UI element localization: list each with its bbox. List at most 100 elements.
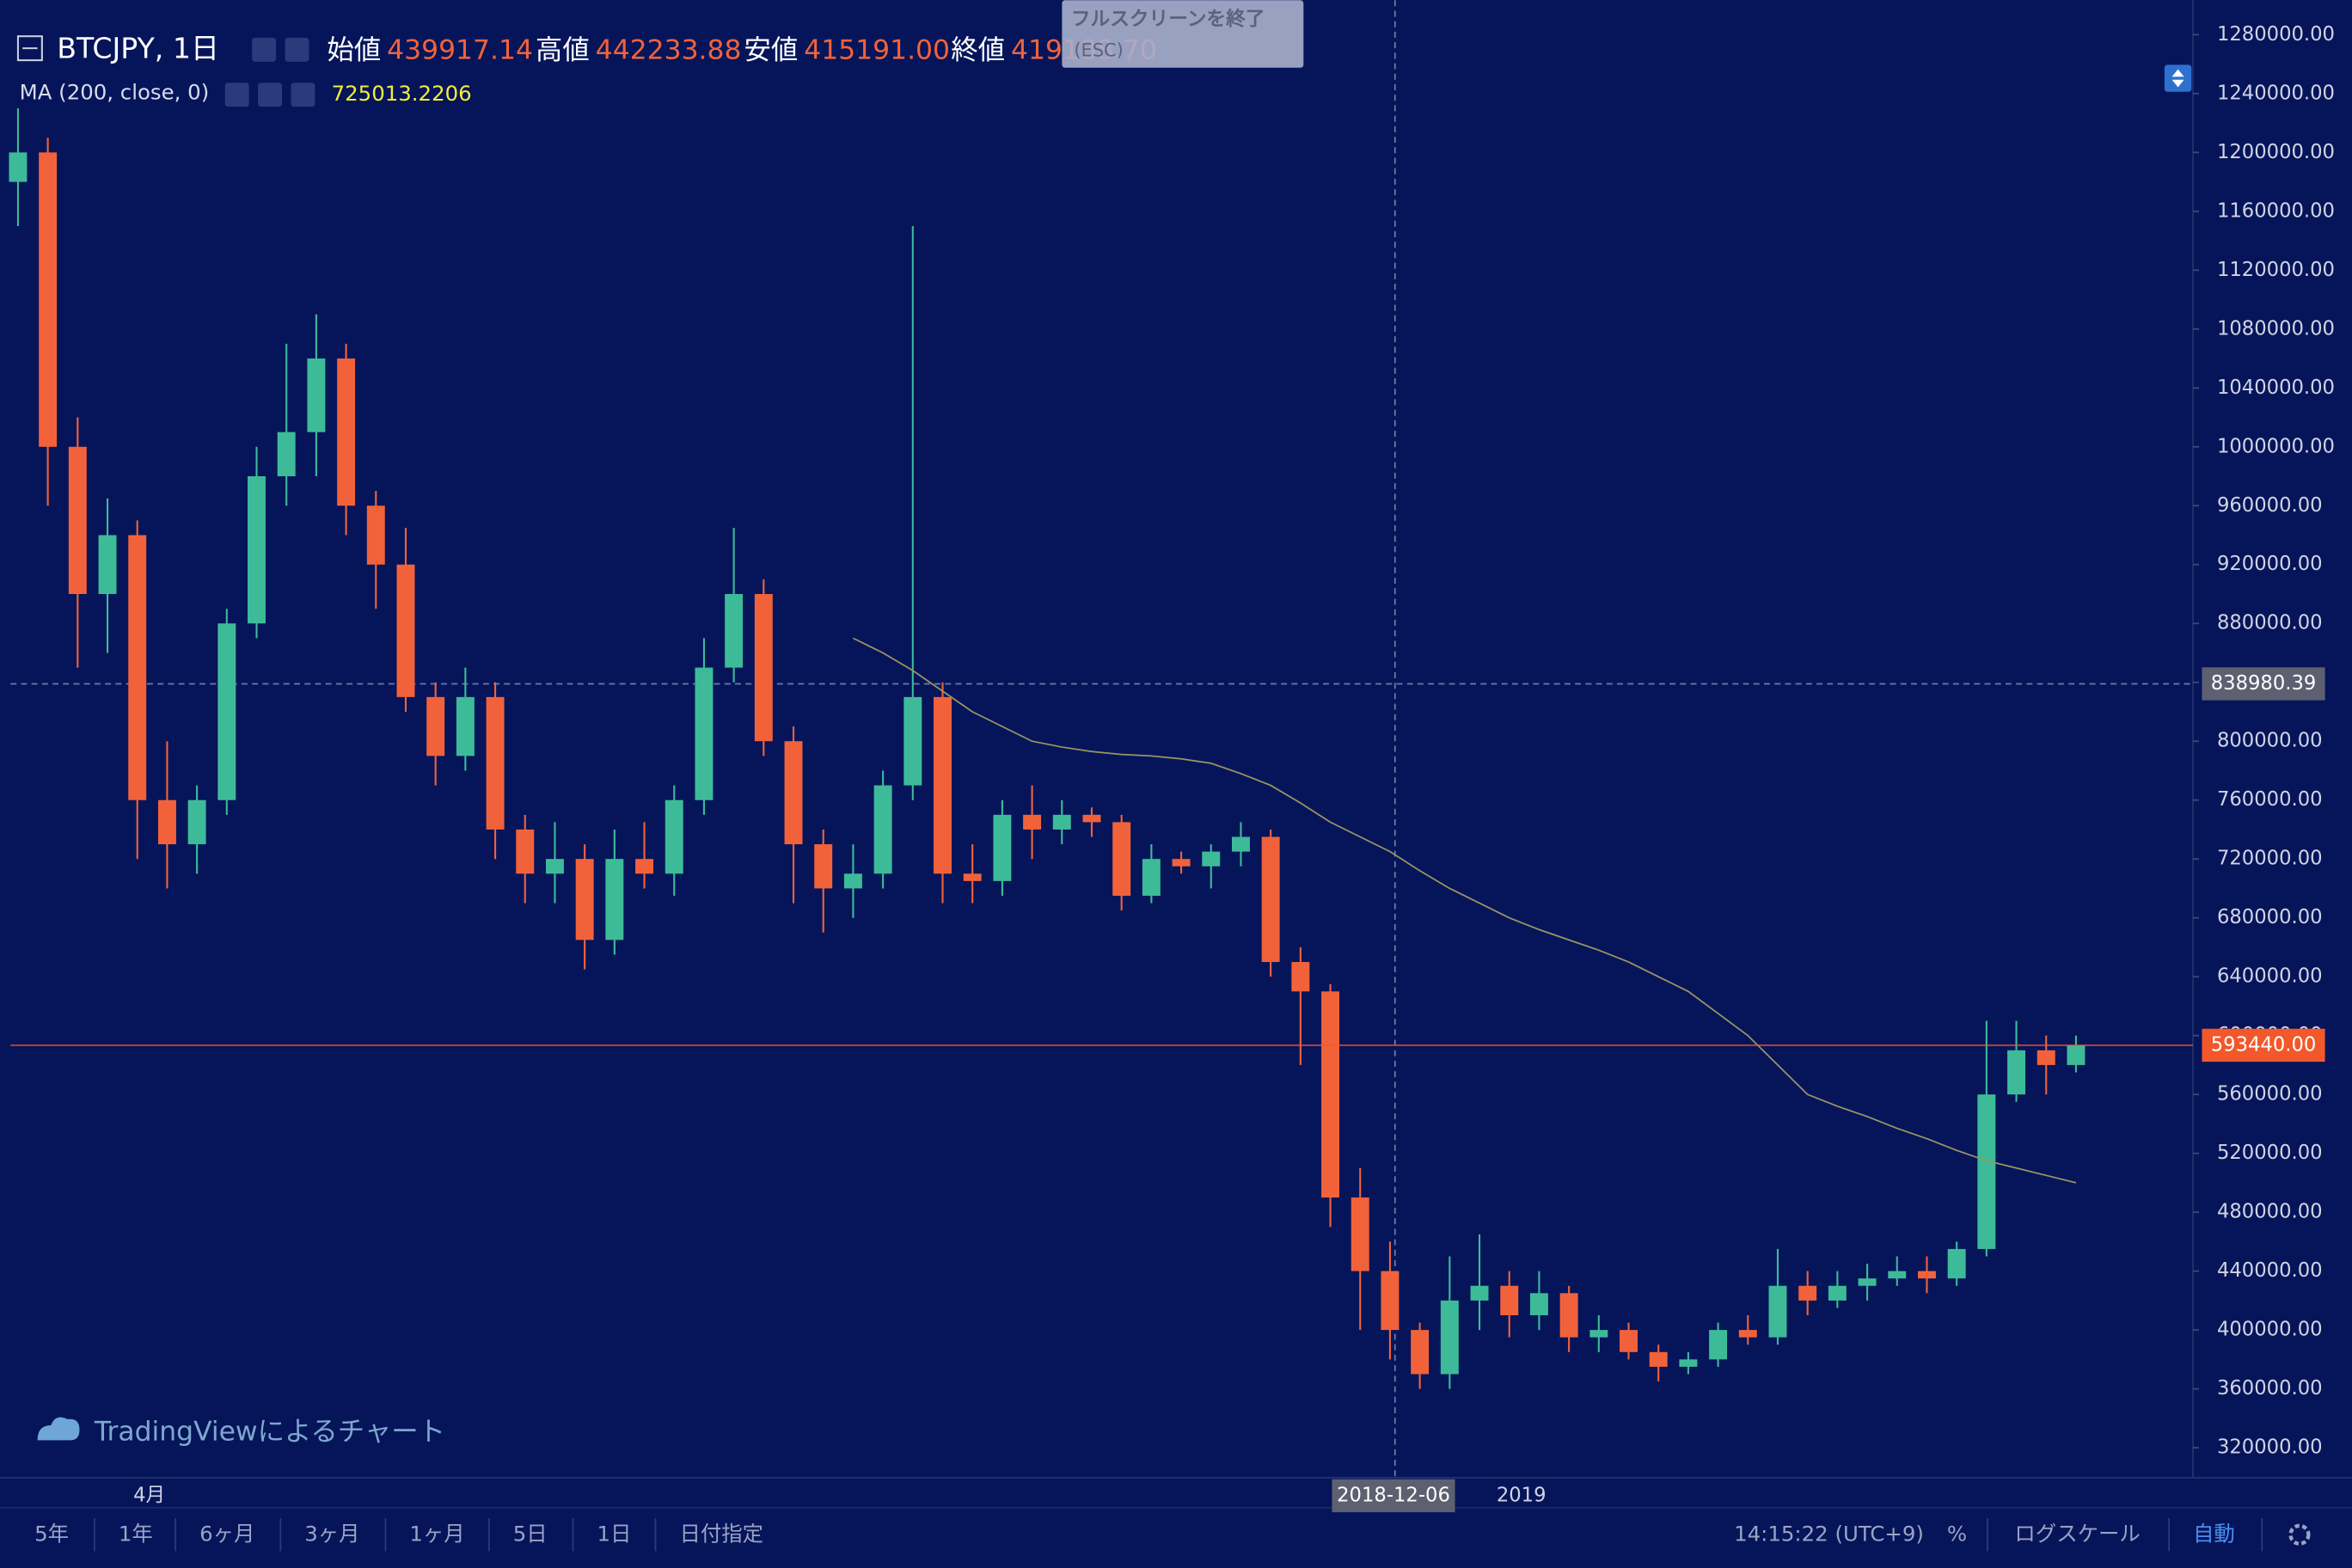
legend-value: 439917.14: [387, 35, 533, 66]
candle-body: [1142, 859, 1161, 897]
y-tick-label: 320000.00: [2217, 1436, 2323, 1459]
candle-body: [1321, 991, 1340, 1198]
range-button[interactable]: 1日: [597, 1521, 631, 1546]
ma-eye-icon[interactable]: [224, 83, 249, 107]
candle-body: [2007, 1050, 2026, 1095]
candle-body: [1023, 814, 1042, 830]
auto-toggle[interactable]: 自動: [2193, 1521, 2235, 1546]
candle-body: [1649, 1351, 1668, 1367]
candle-body: [128, 535, 147, 800]
ma-value: 725013.2206: [332, 81, 472, 106]
y-tick-label: 1160000.00: [2217, 199, 2335, 222]
ma-name: MA (200, close, 0): [20, 79, 210, 104]
y-tick-label: 760000.00: [2217, 788, 2323, 811]
y-tick-label: 560000.00: [2217, 1083, 2323, 1106]
candle-body: [1291, 962, 1310, 992]
candle-body: [1351, 1197, 1369, 1271]
candle-body: [1440, 1300, 1459, 1375]
candle-body: [1082, 814, 1101, 823]
range-button[interactable]: 日付指定: [679, 1521, 763, 1546]
candle-body: [665, 799, 683, 874]
candle-body: [39, 152, 58, 447]
candle-body: [516, 829, 535, 874]
candle-body: [1798, 1285, 1817, 1301]
y-tick-label: 1200000.00: [2217, 141, 2335, 163]
candle-body: [1559, 1293, 1578, 1338]
plot: 320000.00 360000.00 400000.00 440000.00 4800…: [9, 0, 2335, 1513]
candle-body: [754, 593, 773, 742]
candle-body: [366, 505, 385, 565]
candle-body: [695, 667, 714, 800]
candle-body: [814, 844, 833, 889]
y-tick-label: 440000.00: [2217, 1259, 2323, 1282]
scale-icon[interactable]: [2164, 64, 2192, 92]
candle-body: [217, 623, 236, 800]
range-button[interactable]: 5日: [513, 1521, 548, 1546]
candle-body: [1858, 1278, 1877, 1286]
y-tick-label: 1080000.00: [2217, 317, 2335, 340]
candle-body: [993, 814, 1012, 881]
ma-remove-icon[interactable]: [291, 83, 315, 107]
range-button[interactable]: 5年: [34, 1521, 69, 1546]
crosshair-date-label: 2018-12-06: [1337, 1484, 1450, 1506]
overlay: BTCJPY, 1日 MA (200, close, 0) 725013.220…: [16, 0, 2192, 1448]
candle-body: [1172, 859, 1191, 867]
candle-body: [635, 859, 654, 874]
candle-body: [1888, 1271, 1907, 1279]
candle-body: [1947, 1248, 1966, 1279]
candle-body: [1411, 1330, 1430, 1375]
candle-body: [98, 535, 117, 594]
candle-body: [1381, 1271, 1400, 1331]
legend-label: 高値: [536, 35, 590, 66]
candle-body: [545, 859, 564, 874]
candle-body: [1202, 851, 1221, 867]
y-tick-label: 720000.00: [2217, 848, 2323, 870]
candle-body: [963, 873, 982, 881]
crosshair-date-box: [1332, 1479, 1455, 1513]
log-toggle[interactable]: ログスケール: [2014, 1521, 2140, 1546]
candle-body: [1620, 1330, 1638, 1352]
candle-body: [575, 859, 594, 940]
y-tick-label: 1000000.00: [2217, 435, 2335, 457]
y-tick-label: 1120000.00: [2217, 259, 2335, 281]
y-tick-label: 400000.00: [2217, 1319, 2323, 1341]
moving-average: [853, 637, 2077, 1184]
candle-body: [873, 785, 892, 874]
candle-body: [456, 696, 475, 756]
candle-body: [68, 446, 87, 594]
watermark-text: TradingViewによるチャート: [94, 1417, 445, 1448]
y-tick-label: 480000.00: [2217, 1201, 2323, 1223]
settings-icon[interactable]: [285, 37, 309, 62]
legend-value: 442233.88: [596, 35, 742, 66]
range-button[interactable]: 1ヶ月: [409, 1521, 464, 1546]
y-tick-label: 800000.00: [2217, 730, 2323, 752]
collapse-icon[interactable]: [16, 35, 43, 62]
settings-gear[interactable]: [2288, 1523, 2311, 1546]
candle-body: [337, 358, 356, 506]
candle-body: [9, 152, 28, 182]
candle-body: [934, 696, 952, 874]
candle-body: [1828, 1285, 1847, 1301]
candle-body: [725, 593, 744, 668]
candle-body: [1709, 1330, 1728, 1360]
ma-settings-icon[interactable]: [258, 83, 283, 107]
watermark-logo: [37, 1417, 80, 1441]
clock: 14:15:22 (UTC+9): [1734, 1521, 1924, 1546]
candle-body: [1679, 1359, 1698, 1367]
candle-body: [1977, 1094, 1996, 1249]
candle-body: [157, 799, 176, 845]
candle-body: [248, 476, 266, 624]
range-button[interactable]: 3ヶ月: [304, 1521, 359, 1546]
candle-body: [1052, 814, 1071, 830]
candle-body: [396, 564, 415, 697]
crosshair-price-label: 838980.39: [2211, 672, 2317, 695]
range-button[interactable]: 1年: [119, 1521, 153, 1546]
range-button[interactable]: 6ヶ月: [199, 1521, 254, 1546]
percent-toggle[interactable]: %: [1947, 1521, 1967, 1546]
candle-body: [486, 696, 505, 830]
legend-value: 415191.00: [804, 35, 950, 66]
scale-icon-glyph: [2171, 69, 2184, 88]
candle-body: [1231, 836, 1250, 852]
eye-icon[interactable]: [252, 37, 277, 62]
